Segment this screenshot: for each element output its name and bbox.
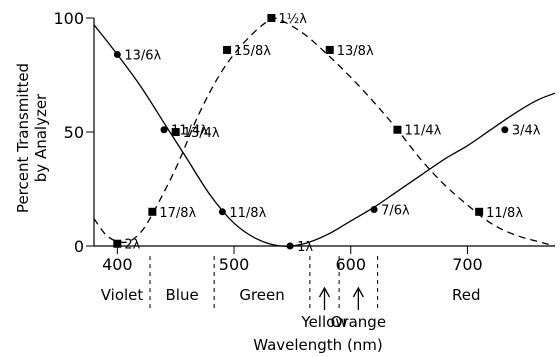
series-2-label-1: 2λ (124, 238, 140, 253)
series-2-point-6 (325, 45, 334, 54)
region-label-yellow: Yellow (300, 313, 347, 331)
series-1-label-5: 7/6λ (381, 204, 410, 219)
axes: 0 50 100 400 500 600 700 (53, 9, 555, 274)
x-tick-label-700: 700 (452, 255, 483, 274)
x-tick-label-600: 600 (335, 255, 366, 274)
series-1-solid-curve (93, 24, 556, 247)
x-tick-label-500: 500 (219, 255, 250, 274)
series-2-point-1 (113, 239, 122, 248)
series-2-label-7: 11/4λ (404, 124, 441, 139)
series-1-point-3 (218, 208, 226, 216)
series-1-point-6 (501, 126, 509, 134)
y-tick-label-50: 50 (64, 123, 84, 142)
x-axis-title: Wavelength (nm) (253, 336, 383, 354)
series-2-label-6: 13/8λ (337, 44, 374, 59)
region-label-red: Red (452, 286, 481, 304)
series-2-label-5: 1½λ (278, 12, 307, 27)
region-label-orange: Orange (331, 313, 386, 331)
series-2-point-3 (171, 128, 180, 136)
series-2-point-8 (475, 207, 484, 216)
series-2-point-5 (267, 14, 276, 22)
series-1-point-2 (160, 126, 168, 134)
region-arrowhead-yellow (318, 286, 331, 298)
series-2-label-8: 11/8λ (486, 206, 523, 221)
x-tick-label-400: 400 (102, 255, 133, 274)
series-2-label-4: 15/8λ (234, 44, 271, 59)
series-1-point-5 (370, 206, 378, 214)
region-label-green: Green (239, 286, 284, 304)
y-axis-title-line-1: Percent Transmitted (14, 63, 32, 213)
y-tick-label-0: 0 (74, 237, 84, 256)
data-points: 13/6λ 11/4λ 11/8λ 1λ 7/6λ 3/4λ 2λ 17/8λ 13/4λ 15/… (113, 12, 541, 255)
curves (93, 17, 556, 247)
series-1-label-4: 1λ (297, 240, 313, 255)
y-tick-label-100: 100 (53, 9, 84, 28)
series-1-label-6: 3/4λ (512, 124, 541, 139)
region-label-violet: Violet (101, 286, 144, 304)
series-1-point-4 (286, 242, 294, 250)
series-2-point-2 (148, 207, 157, 216)
series-1-label-3: 11/8λ (229, 206, 266, 221)
series-2-point-4 (223, 45, 232, 54)
series-2-point-7 (393, 125, 402, 134)
y-axis-title-line-2: by Analyzer (32, 93, 50, 182)
series-1-point-1 (113, 50, 121, 58)
series-1-label-1: 13/6λ (124, 48, 161, 63)
region-arrowhead-orange (352, 286, 364, 298)
series-2-dashed-curve (93, 17, 556, 247)
series-2-label-2: 17/8λ (159, 206, 196, 221)
region-label-blue: Blue (166, 286, 199, 304)
series-1-label-2: 11/4λ (171, 124, 208, 139)
series-2-label-3: 13/4λ (183, 126, 220, 141)
